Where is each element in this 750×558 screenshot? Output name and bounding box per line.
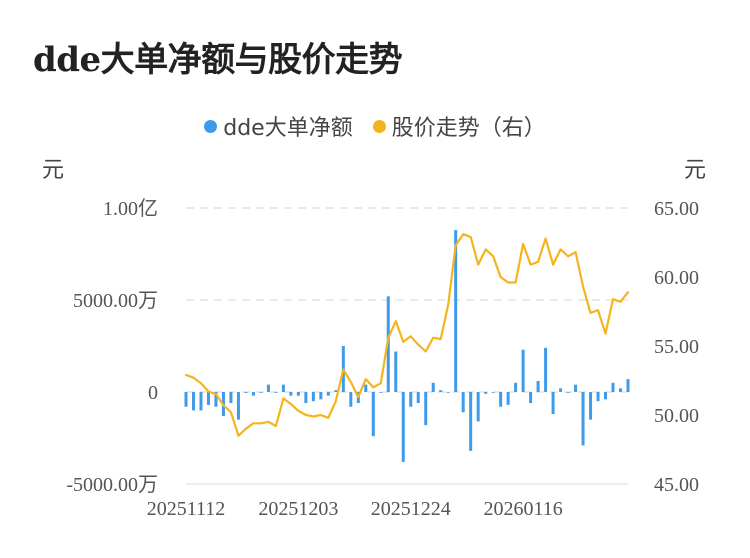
dde-bar[interactable] (499, 392, 503, 407)
page-title: dde大单净额与股价走势 (33, 40, 403, 80)
legend-dot-blue-icon (204, 119, 218, 133)
dde-bar[interactable] (326, 392, 330, 396)
x-tick-label: 20260116 (483, 498, 562, 520)
legend-item-dde[interactable]: dde大单净额 (204, 110, 353, 142)
dde-bar[interactable] (349, 392, 353, 407)
dde-bar[interactable] (251, 392, 255, 396)
dde-bar[interactable] (416, 392, 420, 404)
left-tick-label: 1.00亿 (103, 197, 158, 220)
dde-bar[interactable] (236, 392, 240, 420)
x-tick-label: 20251224 (371, 498, 451, 520)
dde-bar[interactable] (244, 392, 248, 393)
legend-label-price: 股价走势（右） (391, 116, 546, 141)
dde-bar[interactable] (604, 392, 608, 400)
dde-bar[interactable] (281, 384, 285, 392)
right-tick-label: 55.00 (654, 336, 699, 358)
dde-bar[interactable] (626, 379, 630, 392)
dde-bar[interactable] (574, 384, 578, 392)
dde-bar[interactable] (214, 392, 218, 407)
dde-bar[interactable] (446, 392, 450, 393)
dde-bar[interactable] (544, 347, 548, 392)
legend-item-price[interactable]: 股价走势（右） (372, 110, 546, 142)
dde-bar[interactable] (619, 388, 623, 392)
bar-layer (184, 230, 630, 462)
dde-bar[interactable] (454, 230, 458, 392)
dde-bar[interactable] (289, 392, 293, 396)
dde-bar[interactable] (319, 392, 323, 400)
dde-bar[interactable] (191, 392, 195, 411)
right-tick-label: 65.00 (654, 198, 699, 220)
left-tick-label: -5000.00万 (66, 474, 158, 496)
dde-bar[interactable] (439, 390, 443, 392)
dde-bar[interactable] (311, 392, 315, 402)
dde-bar[interactable] (589, 392, 593, 420)
dde-bar[interactable] (514, 382, 518, 392)
dde-bar[interactable] (401, 392, 405, 462)
dde-bar[interactable] (529, 392, 533, 404)
dde-bar[interactable] (461, 392, 465, 413)
dde-bar[interactable] (551, 392, 555, 415)
dde-bar[interactable] (379, 392, 383, 393)
dde-bar[interactable] (476, 392, 480, 422)
legend-label-dde: dde大单净额 (223, 116, 353, 141)
line-layer (184, 233, 630, 437)
dde-bar[interactable] (229, 392, 233, 404)
dde-bar[interactable] (536, 380, 540, 392)
price-line[interactable] (184, 233, 630, 437)
dde-bar[interactable] (521, 349, 525, 392)
dde-bar[interactable] (611, 382, 615, 392)
chart-legend: dde大单净额 股价走势（右） (0, 110, 750, 142)
label-layer: 元 元 -5000.00万 0 5000.00万 1.00亿 45.00 50.00 55.… (42, 158, 706, 520)
dde-bar[interactable] (394, 351, 398, 392)
right-axis-unit: 元 (684, 158, 706, 183)
dde-bar[interactable] (596, 392, 600, 402)
left-axis-unit: 元 (42, 158, 64, 183)
dde-bar[interactable] (566, 392, 570, 393)
legend-dot-orange-icon (372, 119, 386, 133)
dde-bar[interactable] (424, 392, 428, 426)
x-tick-label: 20251203 (258, 498, 338, 520)
dde-bar[interactable] (581, 392, 585, 446)
dde-bar[interactable] (431, 382, 435, 392)
left-tick-label: 0 (148, 382, 158, 404)
dde-bar[interactable] (484, 392, 488, 394)
dde-bar[interactable] (259, 392, 263, 393)
left-tick-label: 5000.00万 (73, 290, 158, 312)
dde-bar[interactable] (559, 388, 563, 392)
dde-bar[interactable] (506, 392, 510, 405)
right-tick-label: 50.00 (654, 405, 699, 427)
x-tick-label: 20251112 (147, 498, 226, 520)
dde-bar[interactable] (184, 392, 188, 407)
dde-bar[interactable] (371, 392, 375, 437)
dde-bar[interactable] (409, 392, 413, 407)
dde-bar[interactable] (469, 392, 473, 451)
right-tick-label: 45.00 (654, 474, 699, 496)
dde-bar[interactable] (491, 392, 495, 393)
dde-bar[interactable] (266, 384, 270, 392)
right-tick-label: 60.00 (654, 267, 699, 289)
dde-bar[interactable] (334, 390, 338, 392)
dde-bar[interactable] (206, 392, 210, 405)
dde-bar[interactable] (364, 384, 368, 392)
dde-bar[interactable] (296, 392, 300, 396)
dde-bar[interactable] (199, 392, 203, 411)
dde-bar[interactable] (304, 392, 308, 404)
dde-bar[interactable] (274, 392, 278, 393)
